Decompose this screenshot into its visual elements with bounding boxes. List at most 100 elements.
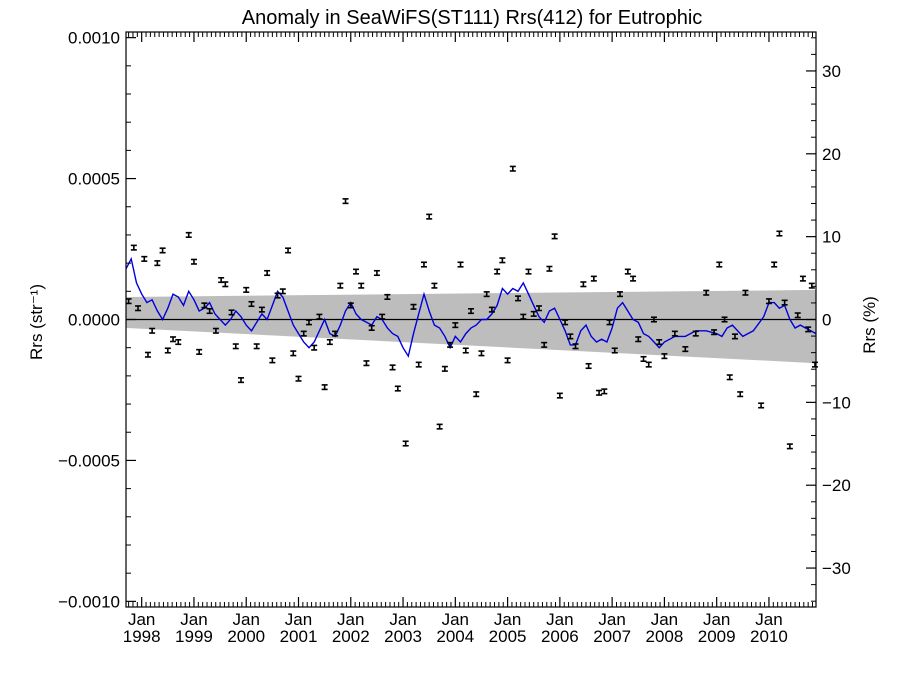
data-point-76	[530, 310, 537, 317]
right-tick-label-3: 0	[822, 311, 831, 330]
data-point-6	[154, 260, 161, 267]
data-point-102	[682, 346, 689, 353]
data-point-88	[596, 389, 603, 396]
data-point-50	[389, 364, 396, 371]
x-tick-month-0: Jan	[128, 610, 155, 629]
x-tick-year-3: 2001	[280, 627, 318, 646]
data-point-8	[164, 347, 171, 354]
data-point-25	[258, 306, 265, 313]
right-tick-label-2: 10	[822, 228, 841, 247]
data-point-77	[535, 305, 542, 312]
data-point-23	[248, 300, 255, 308]
data-point-5	[149, 327, 156, 334]
data-point-12	[190, 258, 197, 265]
data-point-15	[206, 307, 213, 315]
x-tick-month-4: Jan	[337, 610, 364, 629]
data-point-31	[290, 350, 297, 357]
data-point-3	[141, 255, 148, 262]
data-point-51	[394, 385, 401, 392]
x-tick-month-10: Jan	[651, 610, 678, 629]
data-point-108	[726, 374, 733, 381]
data-point-28	[274, 292, 281, 299]
data-points-layer	[125, 165, 818, 450]
data-point-103	[692, 330, 699, 337]
left-tick-label-0: 0.0010	[68, 29, 120, 48]
data-point-106	[716, 261, 723, 268]
data-point-78	[541, 341, 548, 348]
axes-layer: 0.00100.00050.0000−0.0005−0.00103020100−…	[58, 29, 851, 646]
data-point-83	[567, 333, 574, 340]
data-point-45	[363, 360, 370, 367]
data-point-56	[426, 213, 433, 220]
data-point-40	[337, 282, 344, 289]
data-point-85	[580, 281, 587, 288]
data-point-62	[457, 261, 464, 268]
data-point-118	[794, 312, 801, 319]
right-tick-label-1: 20	[822, 145, 841, 164]
data-point-114	[771, 261, 778, 268]
x-tick-month-2: Jan	[233, 610, 260, 629]
data-point-89	[601, 388, 608, 395]
data-point-64	[468, 307, 474, 315]
x-tick-year-10: 2008	[645, 627, 683, 646]
data-point-60	[447, 341, 454, 348]
x-tick-month-5: Jan	[389, 610, 416, 629]
data-point-37	[321, 384, 328, 391]
data-point-80	[551, 233, 558, 240]
x-tick-year-7: 2005	[489, 627, 527, 646]
data-point-72	[509, 165, 516, 172]
x-tick-year-2: 2000	[227, 627, 265, 646]
left-tick-label-3: −0.0005	[58, 451, 120, 470]
left-tick-label-2: 0.0000	[68, 311, 120, 330]
data-point-112	[758, 402, 765, 409]
data-point-99	[656, 338, 663, 346]
right-tick-label-5: −20	[822, 476, 851, 495]
x-tick-year-8: 2006	[541, 627, 579, 646]
data-point-21	[238, 377, 244, 384]
data-point-65	[473, 391, 480, 398]
data-point-120	[805, 326, 812, 333]
x-tick-month-6: Jan	[442, 610, 469, 629]
data-point-74	[520, 313, 527, 320]
x-tick-year-9: 2007	[593, 627, 631, 646]
data-point-14	[201, 302, 208, 309]
data-point-32	[295, 375, 302, 382]
x-tick-year-6: 2004	[436, 627, 474, 646]
data-point-33	[300, 330, 307, 337]
data-point-92	[616, 291, 623, 298]
left-tick-label-1: 0.0005	[68, 170, 120, 189]
data-point-52	[402, 440, 409, 447]
data-point-101	[671, 330, 678, 337]
data-point-84	[572, 343, 579, 350]
data-point-1	[130, 244, 137, 251]
uncertainty-band-layer	[126, 289, 816, 364]
data-point-94	[630, 275, 637, 282]
data-point-113	[765, 298, 772, 305]
data-point-97	[645, 361, 652, 368]
data-point-34	[305, 319, 312, 326]
data-point-2	[135, 305, 142, 312]
data-point-95	[635, 336, 642, 343]
data-point-48	[379, 313, 386, 320]
data-point-27	[269, 357, 276, 364]
data-point-70	[499, 257, 506, 264]
data-point-111	[742, 289, 749, 296]
data-point-10	[175, 338, 182, 346]
data-point-42	[347, 302, 354, 309]
data-point-35	[311, 344, 318, 351]
x-tick-month-8: Jan	[546, 610, 573, 629]
data-point-63	[462, 347, 469, 354]
data-point-122	[811, 361, 818, 368]
data-point-93	[624, 268, 631, 275]
right-axis-label: Rrs (%)	[860, 296, 879, 354]
data-point-105	[711, 329, 718, 336]
uncertainty-band	[126, 289, 816, 364]
data-point-91	[611, 347, 618, 354]
left-axis-label: Rrs (str⁻¹)	[27, 284, 46, 360]
right-tick-label-6: −30	[822, 559, 851, 578]
x-tick-month-3: Jan	[285, 610, 312, 629]
data-point-79	[546, 265, 553, 272]
data-point-46	[368, 324, 375, 332]
data-point-68	[488, 306, 495, 313]
